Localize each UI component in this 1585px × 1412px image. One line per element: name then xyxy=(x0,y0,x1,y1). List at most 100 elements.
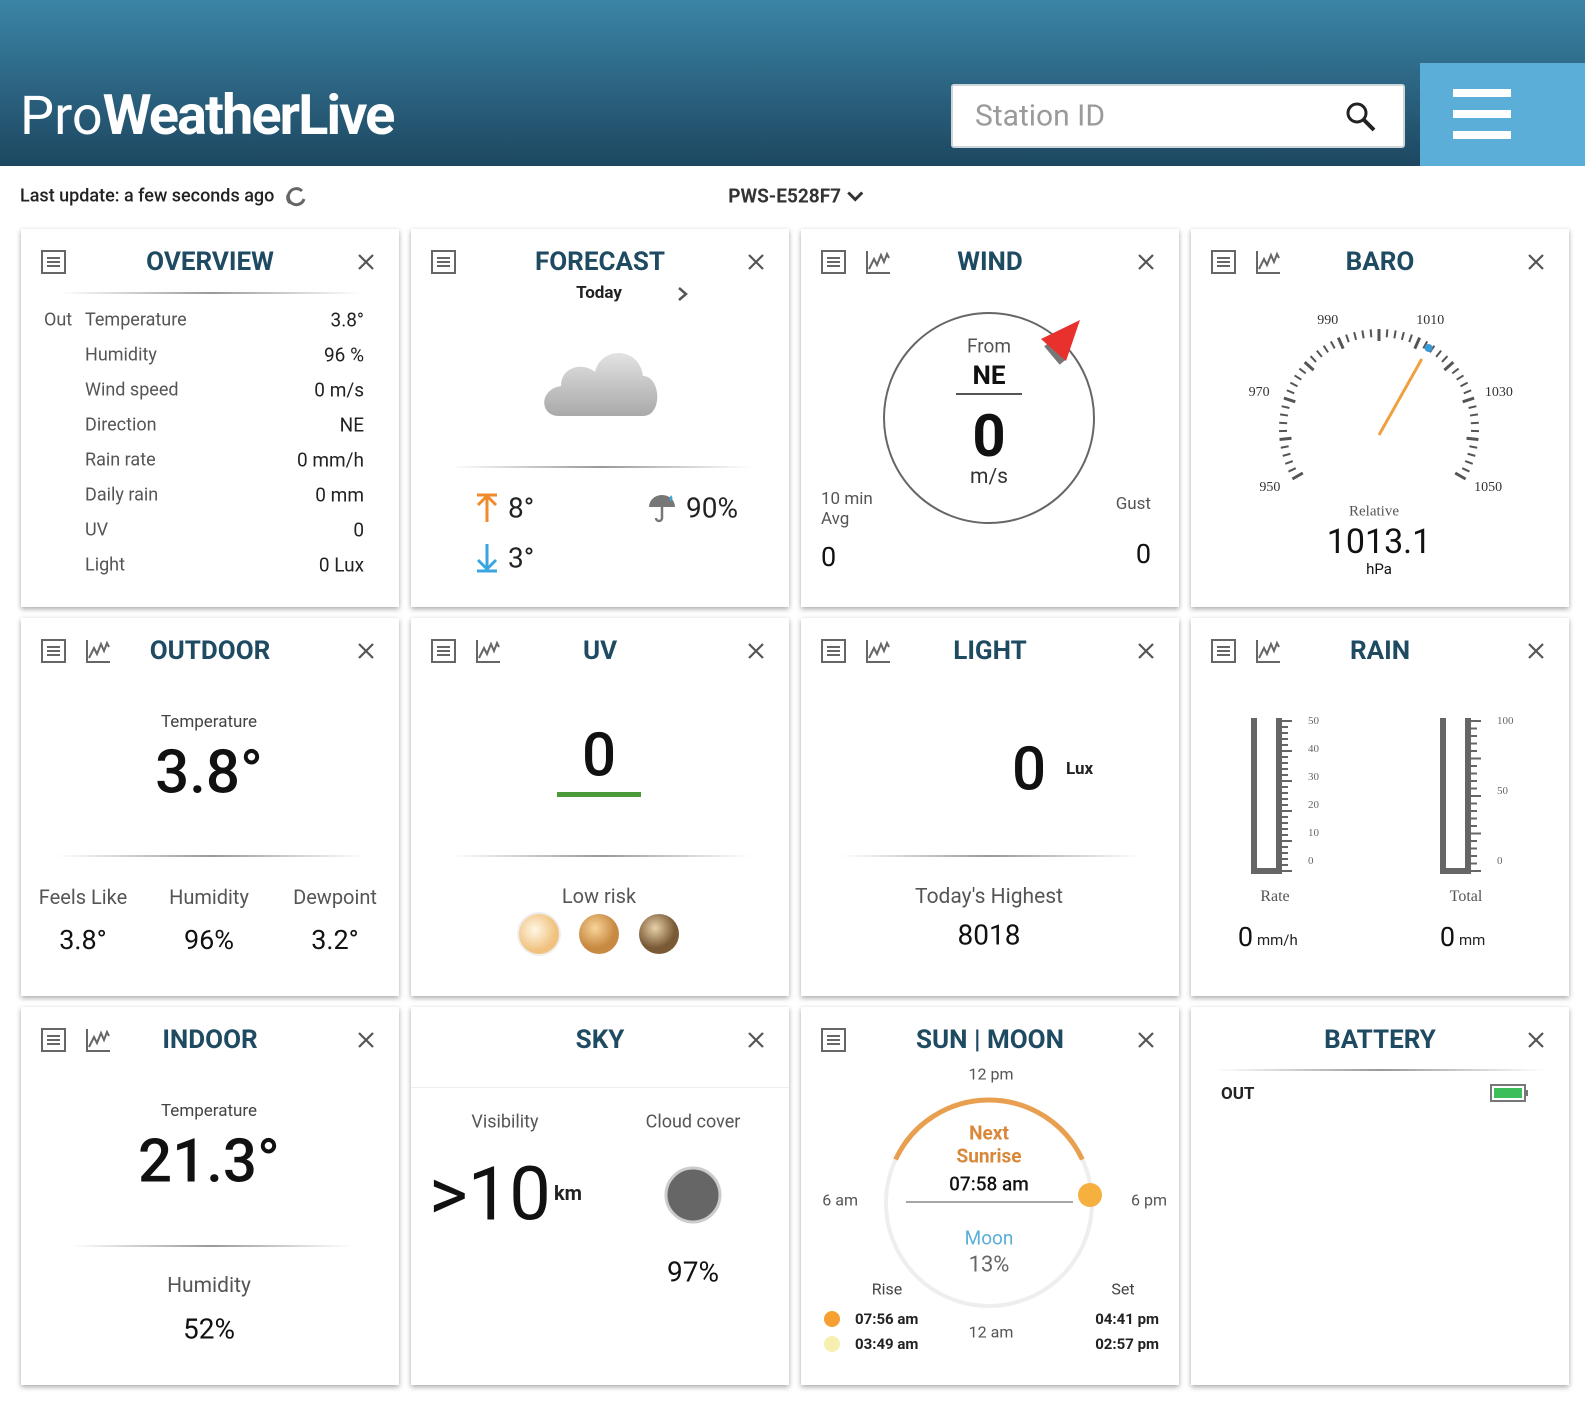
chart-axes xyxy=(476,640,500,663)
high-icon xyxy=(476,493,498,522)
baro-label: Relative xyxy=(1349,503,1399,520)
cloud-cover: 97% xyxy=(667,1255,719,1289)
visibility-label: Visibility xyxy=(471,1111,539,1133)
tube-scale-label: 50 xyxy=(1497,785,1508,797)
list-button[interactable] xyxy=(41,1028,67,1052)
station-id: PWS-E528F7 xyxy=(728,184,842,208)
chart-axes xyxy=(1256,640,1280,663)
chart-button[interactable] xyxy=(85,1028,111,1052)
tube-scale-label: 30 xyxy=(1308,771,1319,783)
gauge-label: 950 xyxy=(1259,480,1281,495)
divider xyxy=(56,855,366,857)
search-box[interactable]: Station ID xyxy=(951,84,1405,148)
close-button[interactable] xyxy=(1527,642,1545,660)
chart-button[interactable] xyxy=(865,250,891,274)
dial-ring xyxy=(883,312,1095,524)
list-button[interactable] xyxy=(431,250,457,274)
refresh-icon[interactable] xyxy=(284,185,308,209)
list-button[interactable] xyxy=(41,639,67,663)
visibility-unit: km xyxy=(554,1181,583,1205)
highest-label: Today's Highest xyxy=(915,885,1063,909)
close-button[interactable] xyxy=(357,253,375,271)
list-button[interactable] xyxy=(821,1028,847,1052)
list-button[interactable] xyxy=(1211,639,1237,663)
row-value: 0 mm xyxy=(315,483,364,507)
card-title: UV xyxy=(582,636,618,666)
row-label: Rain rate xyxy=(85,449,156,471)
close-button[interactable] xyxy=(1527,253,1545,271)
gauge-tick xyxy=(1451,367,1460,375)
chart-button[interactable] xyxy=(475,639,501,663)
cloud-label: Cloud cover xyxy=(645,1111,741,1133)
list-button[interactable] xyxy=(1211,250,1237,274)
forecast-rain-chance: 90% xyxy=(686,491,738,525)
chart-axes xyxy=(866,251,890,274)
station-selector[interactable]: PWS-E528F7 xyxy=(728,185,864,208)
gauge-tick xyxy=(1461,467,1470,473)
tube-scale-label: 40 xyxy=(1308,743,1319,755)
tube-scale-label: 0 xyxy=(1497,855,1503,867)
sun-set: 04:41 pm xyxy=(1095,1310,1159,1328)
avg-label: 10 min Avg xyxy=(821,489,873,529)
gauge-tick xyxy=(1441,355,1449,363)
next-day-button[interactable] xyxy=(677,286,689,302)
chart-button[interactable] xyxy=(865,639,891,663)
chart-button[interactable] xyxy=(1255,639,1281,663)
battery-label: OUT xyxy=(1221,1084,1255,1104)
tube-scale-label: 50 xyxy=(1308,715,1319,727)
chart-axes xyxy=(866,640,890,663)
list-lines xyxy=(1217,257,1230,267)
close-cross xyxy=(1138,643,1154,659)
close-button[interactable] xyxy=(1137,1031,1155,1049)
logo[interactable]: ProWeatherLive xyxy=(20,82,395,148)
gauge-tick xyxy=(1279,436,1292,441)
rise-label: Rise xyxy=(871,1279,903,1299)
list-button[interactable] xyxy=(821,639,847,663)
gauge-tick xyxy=(1435,350,1442,358)
card-wind: WIND From NE 0 m/s 10 min Avg 0 Gust 0 xyxy=(801,229,1179,607)
close-button[interactable] xyxy=(1527,1031,1545,1049)
list-button[interactable] xyxy=(821,250,847,274)
menu-button[interactable] xyxy=(1420,63,1585,166)
set-label: Set xyxy=(1111,1279,1135,1299)
gauge-tick xyxy=(1467,452,1476,457)
list-lines xyxy=(827,646,840,656)
chart-button[interactable] xyxy=(1255,250,1281,274)
list-button[interactable] xyxy=(431,639,457,663)
card-overview: OVERVIEW Out Temperature 3.8° Humidity 96 % Wi… xyxy=(21,229,399,607)
moon-set: 02:57 pm xyxy=(1095,1335,1159,1353)
forecast-day: Today xyxy=(576,283,622,303)
close-button[interactable] xyxy=(747,1031,765,1049)
card-title: RAIN xyxy=(1349,636,1411,666)
close-button[interactable] xyxy=(357,642,375,660)
close-button[interactable] xyxy=(357,1031,375,1049)
gauge-tick xyxy=(1322,345,1329,353)
list-lines xyxy=(47,1035,60,1045)
card-sun-moon: SUN | MOON 12 pm 6 pm 12 am 6 am Next Sunrise 0… xyxy=(801,1007,1179,1385)
close-button[interactable] xyxy=(1137,253,1155,271)
rain-total: 0 xyxy=(1439,921,1455,953)
row-label: Direction xyxy=(85,414,157,436)
close-button[interactable] xyxy=(1137,642,1155,660)
close-button[interactable] xyxy=(747,642,765,660)
gauge-tick xyxy=(1289,381,1298,388)
battery-icon xyxy=(1490,1084,1528,1102)
gauge-tick xyxy=(1466,436,1479,441)
tube-scale-label: 100 xyxy=(1497,715,1514,727)
gust-label: Gust xyxy=(1115,494,1151,514)
wind-speed: 0 xyxy=(972,403,1006,471)
search-icon[interactable] xyxy=(1345,101,1377,133)
close-cross xyxy=(1528,254,1544,270)
gauge-tick xyxy=(1316,350,1323,358)
close-button[interactable] xyxy=(747,253,765,271)
row-value: 96 % xyxy=(324,343,364,367)
forecast-low: 3° xyxy=(508,541,535,575)
battery-cap xyxy=(1525,1090,1528,1096)
gauge-tick xyxy=(1279,413,1289,417)
chart-button[interactable] xyxy=(85,639,111,663)
direction-underline xyxy=(956,393,1022,395)
list-button[interactable] xyxy=(41,250,67,274)
daylight-arc xyxy=(893,1097,1085,1161)
gauge-tick xyxy=(1468,405,1477,409)
chart-axes xyxy=(86,640,110,663)
